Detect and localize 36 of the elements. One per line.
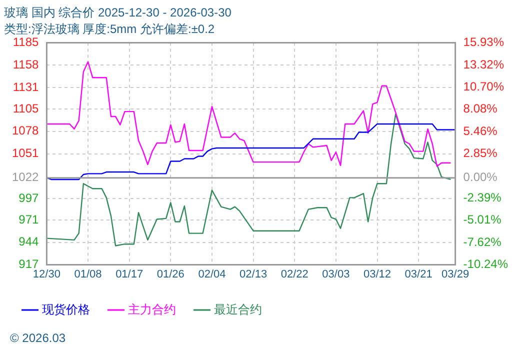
y-tick-label: 971	[18, 212, 40, 226]
y-tick-label: 944	[18, 234, 40, 249]
x-tick-label: 01/08	[74, 268, 102, 280]
y-tick-label: 997	[18, 190, 40, 205]
y-tick-label: 1105	[12, 101, 40, 116]
y2-tick-label: -7.62%	[463, 234, 502, 249]
y2-tick-label: -5.01%	[463, 212, 502, 227]
chart-title: 玻璃 国内 综合价 2025-12-30 - 2026-03-30	[4, 6, 232, 20]
legend-label: 主力合约	[128, 302, 176, 316]
y2-tick-label: 8.08%	[463, 102, 498, 116]
legend-label: 最近合约	[214, 302, 262, 316]
y2-tick-label: -2.39%	[463, 190, 502, 205]
legend-label: 现货价格	[42, 302, 90, 316]
x-tick-label: 01/26	[156, 268, 184, 280]
x-tick-label: 02/13	[240, 268, 268, 280]
y2-tick-label: 13.32%	[463, 57, 504, 72]
y2-tick-label: 0.00%	[463, 170, 498, 184]
y-tick-label: 1185	[12, 35, 40, 50]
y2-tick-label: 5.46%	[463, 124, 498, 138]
y-tick-label: 1022	[12, 170, 40, 184]
y2-tick-label: 10.70%	[463, 79, 504, 94]
y-tick-label: 1131	[12, 80, 40, 94]
y-tick-label: 1158	[12, 57, 40, 72]
x-tick-label: 02/04	[198, 268, 226, 280]
x-tick-label: 02/22	[280, 268, 308, 280]
text: © 2026.03	[10, 331, 66, 345]
x-tick-label: 03/21	[404, 268, 432, 280]
y2-tick-label: 15.93%	[463, 35, 504, 50]
y-tick-label: 1051	[12, 146, 40, 160]
y2-tick-label: 2.85%	[463, 146, 498, 160]
x-tick-label: 01/17	[116, 268, 144, 280]
x-tick-label: 03/12	[363, 268, 392, 280]
x-tick-label: 12/30	[32, 268, 60, 280]
y-tick-label: 1078	[12, 124, 40, 138]
x-tick-label: 03/03	[322, 268, 350, 280]
chart-subtitle: 类型:浮法玻璃 厚度:5mm 允许偏差:±0.2	[4, 22, 215, 36]
